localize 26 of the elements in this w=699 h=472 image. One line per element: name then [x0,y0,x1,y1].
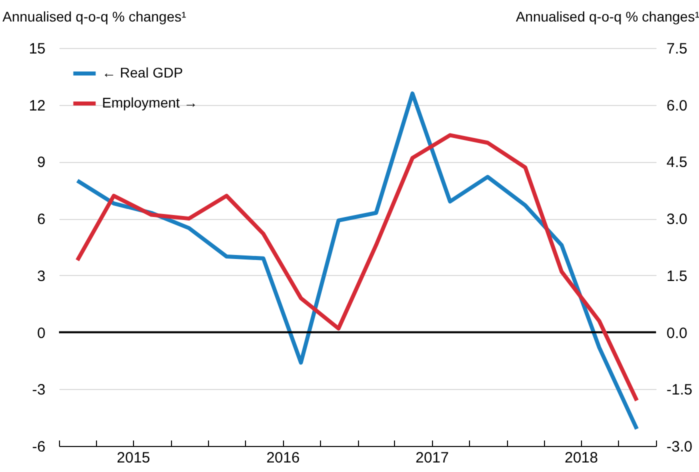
x-tick-label: 2017 [415,450,449,466]
y2-tick-label: 0.0 [666,324,688,342]
y-tick-label: -3 [32,382,46,399]
y-axis-title: Annualised q-o-q % changes¹ [2,8,187,24]
y-tick-label: 6 [37,211,46,228]
legend-label: ← Real GDP [102,64,183,80]
x-tick-label: 2015 [116,450,150,466]
y2-tick-label: 4.5 [666,154,688,172]
y-tick-label: 0 [37,324,46,342]
x-tick-label: 2016 [266,450,300,466]
y2-tick-label: 6.0 [666,97,688,114]
y2-tick-label: 7.5 [666,40,688,58]
y2-tick-label: 3.0 [666,211,688,228]
line-series [75,91,639,431]
y-tick-label: 12 [28,97,46,114]
legend-label: Employment → [102,94,198,110]
y-tick-label: 3 [37,268,46,285]
y2-tick-label: 1.5 [666,268,688,285]
y2-axis-title: Annualised q-o-q % changes¹ [516,8,699,24]
y-tick-label: 15 [28,40,46,58]
line-series [75,133,639,403]
y2-tick-label: -1.5 [666,382,692,399]
x-tick-label: 2018 [564,450,598,466]
y-tick-label: -6 [32,438,46,456]
y-tick-label: 9 [37,154,46,172]
y2-tick-label: -3.0 [666,438,692,456]
